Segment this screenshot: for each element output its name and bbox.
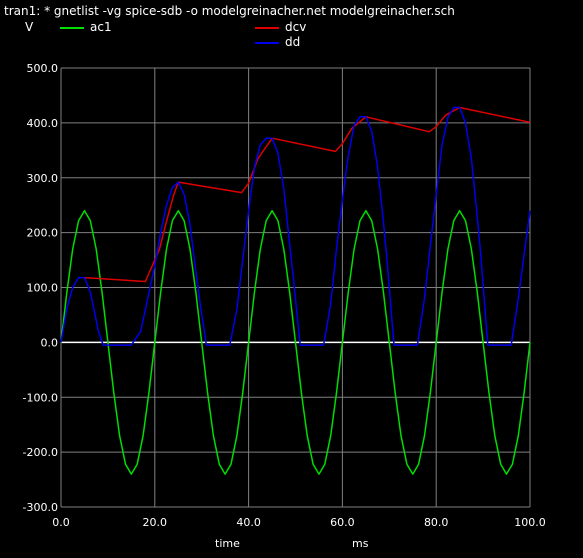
y-tick-label: -300.0 [23,501,58,514]
x-tick-label: 100.0 [514,516,546,529]
legend-line-dd [255,42,279,44]
legend-line-ac1 [60,27,84,29]
tick-labels-layer: 500.0 400.0 300.0 200.0 100.0 0.0 -100.0 -200.0… [23,62,546,529]
x-tick-label: 80.0 [424,516,449,529]
legend-label-ac1: ac1 [90,20,112,34]
y-unit-label: V [25,20,34,34]
y-tick-label: 100.0 [27,282,59,295]
legend-label-dd: dd [285,35,301,49]
series-line-dd [60,106,531,346]
x-tick-label: 20.0 [143,516,168,529]
x-tick-label: 60.0 [330,516,355,529]
grid-layer [60,67,531,508]
y-tick-label: -200.0 [23,446,58,459]
series-layer [60,106,531,475]
y-tick-label: 400.0 [27,117,59,130]
plot-title: tran1: * gnetlist -vg spice-sdb -o model… [4,4,455,18]
y-tick-label: 300.0 [27,172,59,185]
legend-line-dcv [255,27,279,29]
y-tick-label: 200.0 [27,227,59,240]
x-tick-label: 0.0 [52,516,70,529]
legend-label-dcv: dcv [285,20,307,34]
x-axis-unit: ms [352,537,369,550]
series-line-dcv [84,106,531,283]
y-tick-label: 500.0 [27,62,59,75]
y-tick-label: -100.0 [23,391,58,404]
y-tick-label: 0.0 [41,336,59,349]
x-axis-label: time [215,537,240,550]
series-line-ac1 [60,209,531,475]
x-tick-label: 40.0 [236,516,261,529]
